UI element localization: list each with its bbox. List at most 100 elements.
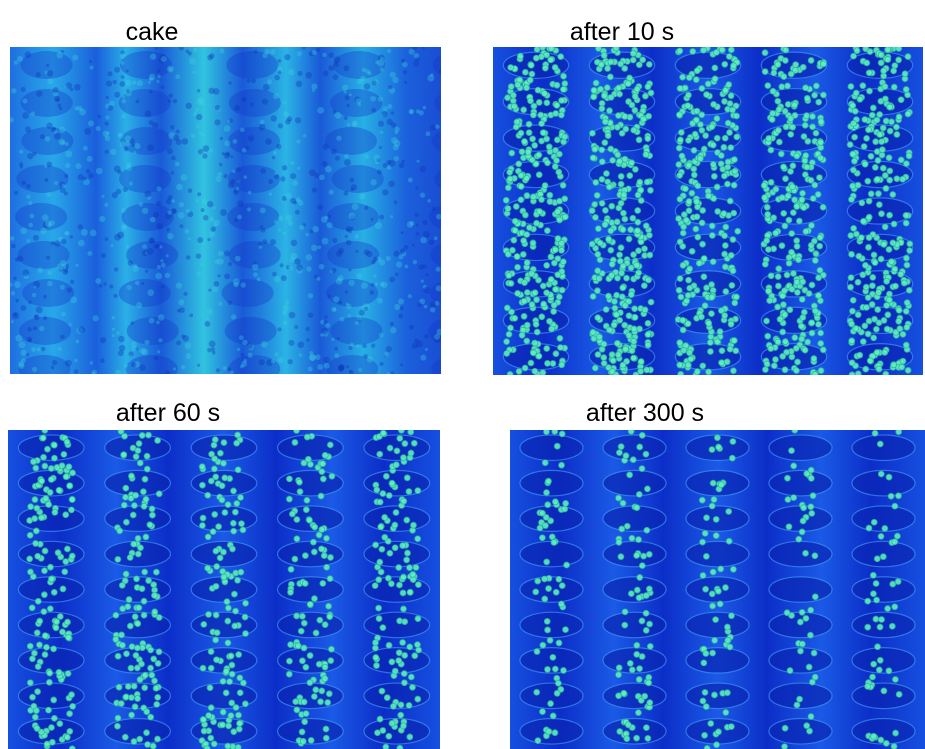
- texture: [79, 109, 86, 116]
- texture: [26, 184, 31, 189]
- texture: [904, 324, 910, 330]
- texture: [137, 80, 143, 86]
- texture: [370, 179, 376, 185]
- texture: [388, 581, 394, 587]
- texture: [420, 355, 426, 361]
- texture: [427, 75, 434, 82]
- texture: [540, 44, 546, 50]
- texture: [379, 688, 385, 694]
- texture: [218, 302, 222, 306]
- texture: [270, 239, 276, 245]
- texture: [189, 58, 196, 65]
- texture: [157, 350, 160, 353]
- texture: [883, 371, 889, 377]
- texture: [301, 699, 307, 705]
- texture: [518, 183, 524, 189]
- texture: [217, 172, 222, 177]
- texture: [697, 156, 703, 162]
- texture: [161, 56, 167, 62]
- texture: [877, 111, 883, 117]
- texture: [857, 96, 863, 102]
- texture: [51, 127, 56, 132]
- texture: [67, 711, 73, 717]
- texture: [509, 150, 515, 156]
- texture: [702, 689, 708, 695]
- texture: [528, 98, 534, 104]
- texture: [529, 71, 535, 77]
- texture: [272, 156, 275, 159]
- texture: [96, 126, 101, 131]
- texture: [605, 133, 611, 139]
- texture: [64, 734, 70, 740]
- texture: [620, 263, 626, 269]
- texture: [724, 624, 730, 630]
- texture: [70, 296, 77, 303]
- texture: [407, 589, 413, 595]
- texture: [782, 58, 788, 64]
- texture: [816, 175, 822, 181]
- texture: [869, 112, 875, 118]
- texture: [771, 70, 777, 76]
- texture: [62, 569, 68, 575]
- texture: [401, 680, 407, 686]
- texture: [705, 81, 711, 87]
- texture: [690, 48, 696, 54]
- texture: [551, 539, 557, 545]
- texture: [144, 453, 150, 459]
- texture: [714, 116, 720, 122]
- texture: [43, 295, 47, 299]
- texture: [282, 165, 287, 170]
- texture: [285, 214, 292, 221]
- texture: [134, 576, 140, 582]
- texture: [416, 341, 423, 348]
- texture: [324, 363, 330, 369]
- texture: [632, 306, 638, 312]
- texture: [137, 545, 143, 551]
- texture: [41, 568, 47, 574]
- texture: [302, 581, 308, 587]
- texture: [214, 119, 220, 125]
- texture: [137, 677, 143, 683]
- texture: [206, 317, 209, 320]
- texture: [328, 215, 331, 218]
- texture: [864, 60, 870, 66]
- texture: [413, 260, 417, 264]
- texture: [320, 476, 326, 482]
- texture: [283, 321, 288, 326]
- texture: [346, 365, 349, 368]
- texture: [685, 292, 691, 298]
- texture: [898, 271, 904, 277]
- texture: [815, 321, 821, 327]
- texture: [549, 326, 555, 332]
- texture: [349, 370, 352, 373]
- texture: [905, 111, 911, 117]
- texture: [680, 327, 686, 333]
- texture: [51, 366, 55, 370]
- texture: [851, 120, 857, 126]
- texture: [420, 192, 425, 197]
- texture: [188, 237, 191, 240]
- texture: [147, 522, 153, 528]
- texture: [885, 47, 891, 53]
- texture: [713, 49, 719, 55]
- texture: [816, 275, 822, 281]
- texture: [882, 525, 888, 531]
- texture: [797, 696, 803, 702]
- texture: [33, 540, 39, 546]
- texture: [78, 240, 85, 247]
- texture: [197, 192, 201, 196]
- texture: [41, 347, 45, 351]
- texture: [707, 339, 713, 345]
- texture: [520, 612, 583, 638]
- texture: [306, 266, 311, 271]
- texture: [106, 81, 112, 87]
- texture: [278, 123, 283, 128]
- texture: [518, 172, 524, 178]
- texture: [54, 181, 58, 185]
- texture: [399, 163, 405, 169]
- texture: [903, 255, 909, 261]
- texture: [540, 370, 546, 376]
- texture: [380, 491, 386, 497]
- texture: [630, 57, 636, 63]
- texture: [408, 294, 412, 298]
